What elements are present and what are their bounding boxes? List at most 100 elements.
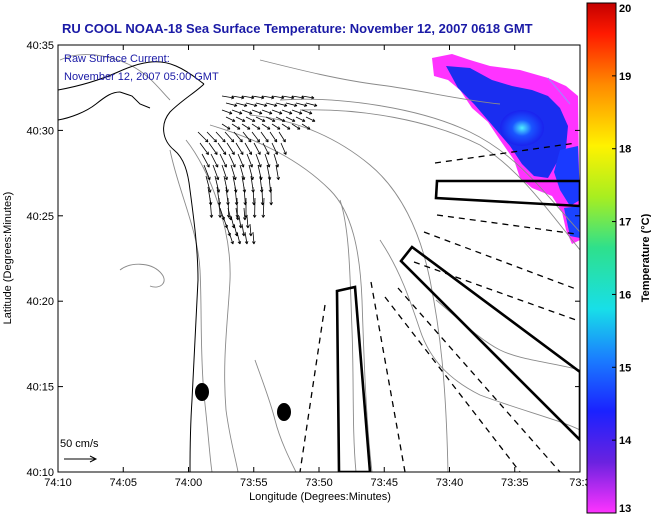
current-vector <box>208 142 218 155</box>
x-tick-label: 73:3 <box>569 477 590 489</box>
y-axis-label: Latitude (Degrees:Minutes) <box>2 192 14 325</box>
current-vector <box>201 153 210 168</box>
colorbar-tick-label: 16 <box>619 289 631 301</box>
current-vector <box>251 109 263 115</box>
current-vector <box>241 95 255 100</box>
current-vector <box>219 153 227 168</box>
current-vector <box>271 142 278 155</box>
y-tick-label: 40:25 <box>26 211 54 223</box>
current-vector <box>235 142 244 155</box>
current-vector <box>221 164 228 181</box>
current-vector <box>265 116 276 122</box>
colorbar-tick-label: 20 <box>619 3 631 15</box>
current-vector <box>241 109 253 115</box>
current-vector <box>278 131 286 143</box>
current-vector <box>253 142 261 155</box>
current-vector <box>261 123 271 130</box>
current-vector <box>305 116 316 122</box>
sst-patches <box>432 54 580 244</box>
current-vector <box>235 102 248 107</box>
current-vector <box>218 197 222 218</box>
current-vector <box>244 142 252 155</box>
current-vector <box>212 164 220 181</box>
surface-current-vectors <box>197 95 318 245</box>
current-vector <box>261 197 266 218</box>
current-vector <box>228 231 234 245</box>
current-vector <box>281 123 291 130</box>
colorbar-tick-label: 17 <box>619 217 631 229</box>
y-tick-label: 40:10 <box>26 467 54 479</box>
current-vector <box>251 95 265 100</box>
current-vector <box>264 153 271 168</box>
x-tick-label: 73:40 <box>436 477 464 489</box>
current-vector <box>275 102 288 107</box>
current-vector <box>252 231 256 245</box>
colorbar-tick-label: 19 <box>619 71 631 83</box>
figure-title: RU COOL NOAA-18 Sea Surface Temperature:… <box>62 21 533 36</box>
x-tick-label: 73:45 <box>370 477 398 489</box>
current-vector <box>243 207 247 221</box>
current-vector <box>269 131 278 143</box>
current-vector <box>241 123 251 130</box>
current-vector <box>225 102 238 107</box>
current-vector <box>225 186 230 206</box>
current-vector <box>228 153 236 168</box>
current-vector <box>245 102 258 107</box>
current-vector <box>269 186 273 206</box>
buoy-marker <box>195 383 209 401</box>
current-vector <box>261 95 275 100</box>
y-tick-label: 40:30 <box>26 125 54 137</box>
current-vector <box>221 109 233 115</box>
current-vector <box>242 131 252 143</box>
current-vector <box>265 102 278 107</box>
current-vector <box>246 153 253 168</box>
colorbar-tick-label: 14 <box>619 435 632 447</box>
x-axis-ticks: 74:10 74:05 74:00 73:55 73:50 73:45 73:40 73:35… <box>44 45 591 489</box>
current-vector <box>199 142 209 155</box>
current-vector <box>305 102 318 107</box>
overlay-line1: Raw Surface Current: <box>64 53 170 65</box>
current-vector <box>221 123 231 130</box>
current-vector <box>203 164 211 181</box>
current-vector <box>301 123 311 130</box>
lane-outline-south <box>335 285 372 472</box>
current-vector <box>301 95 315 100</box>
current-vector <box>275 116 286 122</box>
current-vector <box>295 116 306 122</box>
current-vector <box>231 123 241 130</box>
current-vector <box>285 116 296 122</box>
current-vector <box>206 131 217 143</box>
y-tick-label: 40:15 <box>26 382 54 394</box>
colorbar-tick-label: 13 <box>619 503 631 515</box>
current-vector <box>301 109 313 115</box>
current-vector <box>224 131 235 143</box>
current-vector <box>291 95 305 100</box>
current-vector <box>251 123 261 130</box>
current-vector <box>231 109 243 115</box>
y-tick-label: 40:20 <box>26 296 54 308</box>
current-vector <box>255 102 268 107</box>
current-vector <box>210 153 219 168</box>
x-tick-label: 73:35 <box>501 477 529 489</box>
current-vector <box>244 231 249 245</box>
current-vector <box>236 231 242 245</box>
current-vector <box>235 207 240 221</box>
current-vector <box>209 197 214 218</box>
x-tick-label: 73:50 <box>305 477 333 489</box>
lane-outline-east <box>434 179 580 208</box>
scale-vector-label: 50 cm/s <box>60 438 99 450</box>
current-vector <box>234 186 239 206</box>
current-vector <box>197 131 209 143</box>
overlay-line2: November 12, 2007 05:00 GMT <box>64 71 219 83</box>
current-vector <box>217 142 227 155</box>
y-axis-ticks: 40:35 40:30 40:25 40:20 40:15 40:10 <box>26 40 580 479</box>
current-vector <box>226 142 235 155</box>
current-vector <box>255 153 262 168</box>
current-vector <box>245 116 256 122</box>
colorbar-ramp <box>586 2 617 514</box>
current-vector <box>221 95 235 100</box>
current-vector <box>275 164 280 181</box>
current-vector <box>246 215 250 229</box>
colorbar: 20 19 18 17 16 15 14 13 Temperature (°C) <box>586 2 651 515</box>
